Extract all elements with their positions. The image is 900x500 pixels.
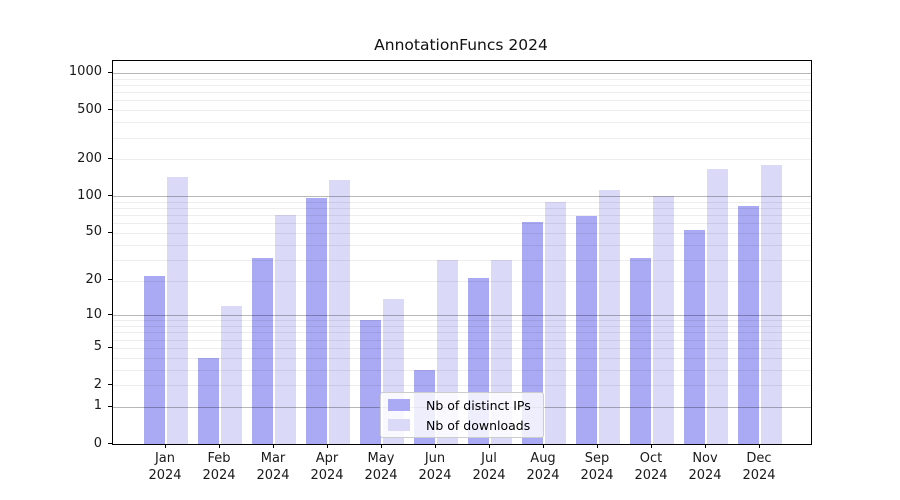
x-tick-mark	[759, 444, 760, 448]
y-tick-mark	[108, 158, 112, 160]
y-tick-mark	[108, 195, 112, 197]
bar-downloads	[761, 164, 782, 444]
y-tick-label: 2	[93, 376, 102, 392]
bar-distinct-ips	[252, 257, 273, 444]
minor-gridline	[113, 137, 811, 139]
legend-item-downloads: Nb of downloads	[381, 417, 543, 434]
chart-title: AnnotationFuncs 2024	[374, 36, 548, 54]
minor-gridline	[113, 100, 811, 102]
x-tick-label: Apr 2024	[310, 451, 344, 483]
minor-gridline	[113, 110, 811, 112]
y-tick-mark	[108, 314, 112, 316]
bar-downloads	[707, 169, 728, 444]
y-tick-label: 200	[77, 150, 102, 166]
x-tick-label: Oct 2024	[634, 451, 668, 483]
x-tick-mark	[435, 444, 436, 448]
legend: Nb of distinct IPs Nb of downloads	[380, 392, 544, 438]
x-tick-mark	[597, 444, 598, 448]
y-tick-mark	[108, 405, 112, 407]
y-tick-label: 1	[93, 398, 102, 414]
x-tick-mark	[165, 444, 166, 448]
x-tick-label: Nov 2024	[688, 451, 722, 483]
bar-distinct-ips	[630, 257, 651, 444]
bar-distinct-ips	[360, 320, 381, 444]
x-tick-label: Jun 2024	[418, 451, 452, 483]
plot-area	[112, 60, 812, 445]
bar-distinct-ips	[684, 229, 705, 444]
x-tick-label: Feb 2024	[202, 451, 236, 483]
y-tick-label: 0	[93, 435, 102, 451]
bar-downloads	[329, 180, 350, 444]
x-tick-mark	[327, 444, 328, 448]
bar-distinct-ips	[738, 206, 759, 444]
y-tick-label: 500	[77, 101, 102, 117]
y-tick-mark	[108, 346, 112, 348]
minor-gridline	[113, 78, 811, 80]
bar-distinct-ips	[306, 197, 327, 444]
x-tick-label: Sep 2024	[580, 451, 614, 483]
y-tick-mark	[108, 279, 112, 281]
bar-distinct-ips	[522, 221, 543, 444]
y-tick-mark	[108, 109, 112, 111]
y-tick-label: 100	[77, 187, 102, 203]
x-tick-label: Mar 2024	[256, 451, 290, 483]
legend-item-distinct-ips: Nb of distinct IPs	[381, 397, 543, 414]
legend-label-downloads: Nb of downloads	[426, 417, 531, 433]
x-tick-mark	[273, 444, 274, 448]
x-tick-label: Jan 2024	[148, 451, 182, 483]
minor-gridline	[113, 84, 811, 86]
bar-downloads	[275, 215, 296, 444]
y-tick-label: 50	[85, 224, 102, 240]
y-tick-mark	[108, 71, 112, 73]
y-tick-label: 1000	[68, 64, 102, 80]
x-tick-mark	[489, 444, 490, 448]
minor-gridline	[113, 92, 811, 94]
y-tick-label: 5	[93, 339, 102, 355]
legend-label-distinct-ips: Nb of distinct IPs	[426, 397, 531, 413]
legend-swatch-downloads-icon	[388, 419, 410, 431]
x-tick-label: May 2024	[364, 451, 398, 483]
minor-gridline	[113, 122, 811, 124]
x-tick-mark	[219, 444, 220, 448]
x-tick-label: Aug 2024	[526, 451, 560, 483]
bar-downloads	[599, 190, 620, 444]
bar-downloads	[653, 196, 674, 444]
legend-swatch-distinct-ips-icon	[388, 399, 410, 411]
y-tick-mark	[108, 384, 112, 385]
bar-downloads	[545, 202, 566, 444]
x-tick-label: Dec 2024	[742, 451, 776, 483]
x-tick-mark	[543, 444, 544, 448]
y-tick-label: 10	[85, 306, 102, 322]
x-tick-mark	[381, 444, 382, 448]
bar-distinct-ips	[198, 357, 219, 444]
bar-distinct-ips	[144, 275, 165, 444]
y-tick-label: 20	[85, 271, 102, 287]
x-tick-label: Jul 2024	[472, 451, 506, 483]
bar-distinct-ips	[576, 215, 597, 444]
y-tick-mark	[108, 231, 112, 233]
minor-gridline	[113, 159, 811, 161]
bar-downloads	[221, 306, 242, 444]
x-tick-mark	[651, 444, 652, 448]
y-tick-mark	[108, 443, 112, 444]
major-gridline	[113, 73, 811, 74]
x-tick-mark	[705, 444, 706, 448]
bar-downloads	[167, 177, 188, 444]
